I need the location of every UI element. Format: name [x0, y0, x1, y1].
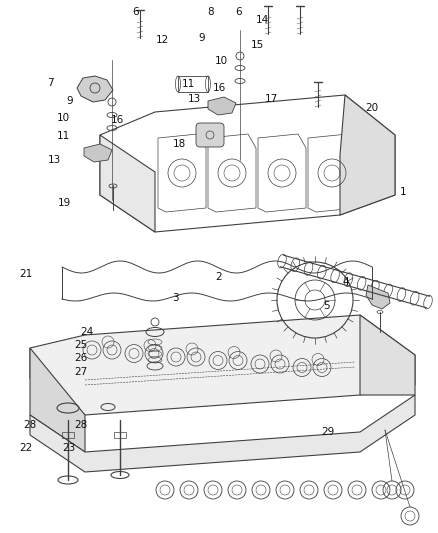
Bar: [62, 432, 74, 438]
Text: 17: 17: [265, 94, 278, 103]
Polygon shape: [84, 144, 112, 162]
Text: 6: 6: [235, 7, 242, 17]
Text: 15: 15: [251, 41, 264, 50]
Text: 28: 28: [23, 421, 36, 430]
Text: 11: 11: [57, 131, 70, 141]
Text: 9: 9: [67, 96, 74, 106]
Bar: [114, 432, 126, 438]
Text: 3: 3: [172, 294, 179, 303]
Text: 24: 24: [80, 327, 93, 336]
Text: 1: 1: [399, 187, 406, 197]
Text: 8: 8: [207, 7, 214, 17]
Polygon shape: [208, 97, 236, 115]
Text: 6: 6: [132, 7, 139, 17]
Text: 28: 28: [74, 421, 88, 430]
Text: 7: 7: [47, 78, 54, 87]
Text: 26: 26: [74, 353, 88, 363]
Text: 10: 10: [57, 114, 70, 123]
Text: 29: 29: [321, 427, 334, 437]
Text: 16: 16: [111, 115, 124, 125]
FancyBboxPatch shape: [196, 123, 224, 147]
Text: 4: 4: [343, 278, 350, 287]
Text: 5: 5: [323, 302, 330, 311]
Text: 23: 23: [63, 443, 76, 453]
Text: 20: 20: [365, 103, 378, 112]
Text: 2: 2: [215, 272, 223, 282]
Polygon shape: [30, 315, 415, 415]
Text: 16: 16: [212, 83, 226, 93]
Bar: [178, 76, 208, 92]
Polygon shape: [366, 285, 390, 309]
Text: 22: 22: [19, 443, 32, 453]
Text: 21: 21: [19, 270, 32, 279]
Text: 11: 11: [182, 79, 195, 89]
Text: 10: 10: [215, 56, 228, 66]
Text: 27: 27: [74, 367, 88, 377]
Text: 18: 18: [173, 139, 186, 149]
Text: 13: 13: [48, 155, 61, 165]
Polygon shape: [340, 95, 395, 215]
Polygon shape: [360, 315, 415, 395]
Polygon shape: [30, 348, 85, 452]
Text: 13: 13: [188, 94, 201, 103]
Polygon shape: [30, 395, 415, 472]
Text: 14: 14: [256, 15, 269, 25]
Text: 12: 12: [155, 35, 169, 45]
Text: 19: 19: [58, 198, 71, 207]
Text: 9: 9: [198, 34, 205, 43]
Text: 25: 25: [74, 341, 88, 350]
Polygon shape: [100, 135, 155, 232]
Polygon shape: [77, 76, 113, 102]
